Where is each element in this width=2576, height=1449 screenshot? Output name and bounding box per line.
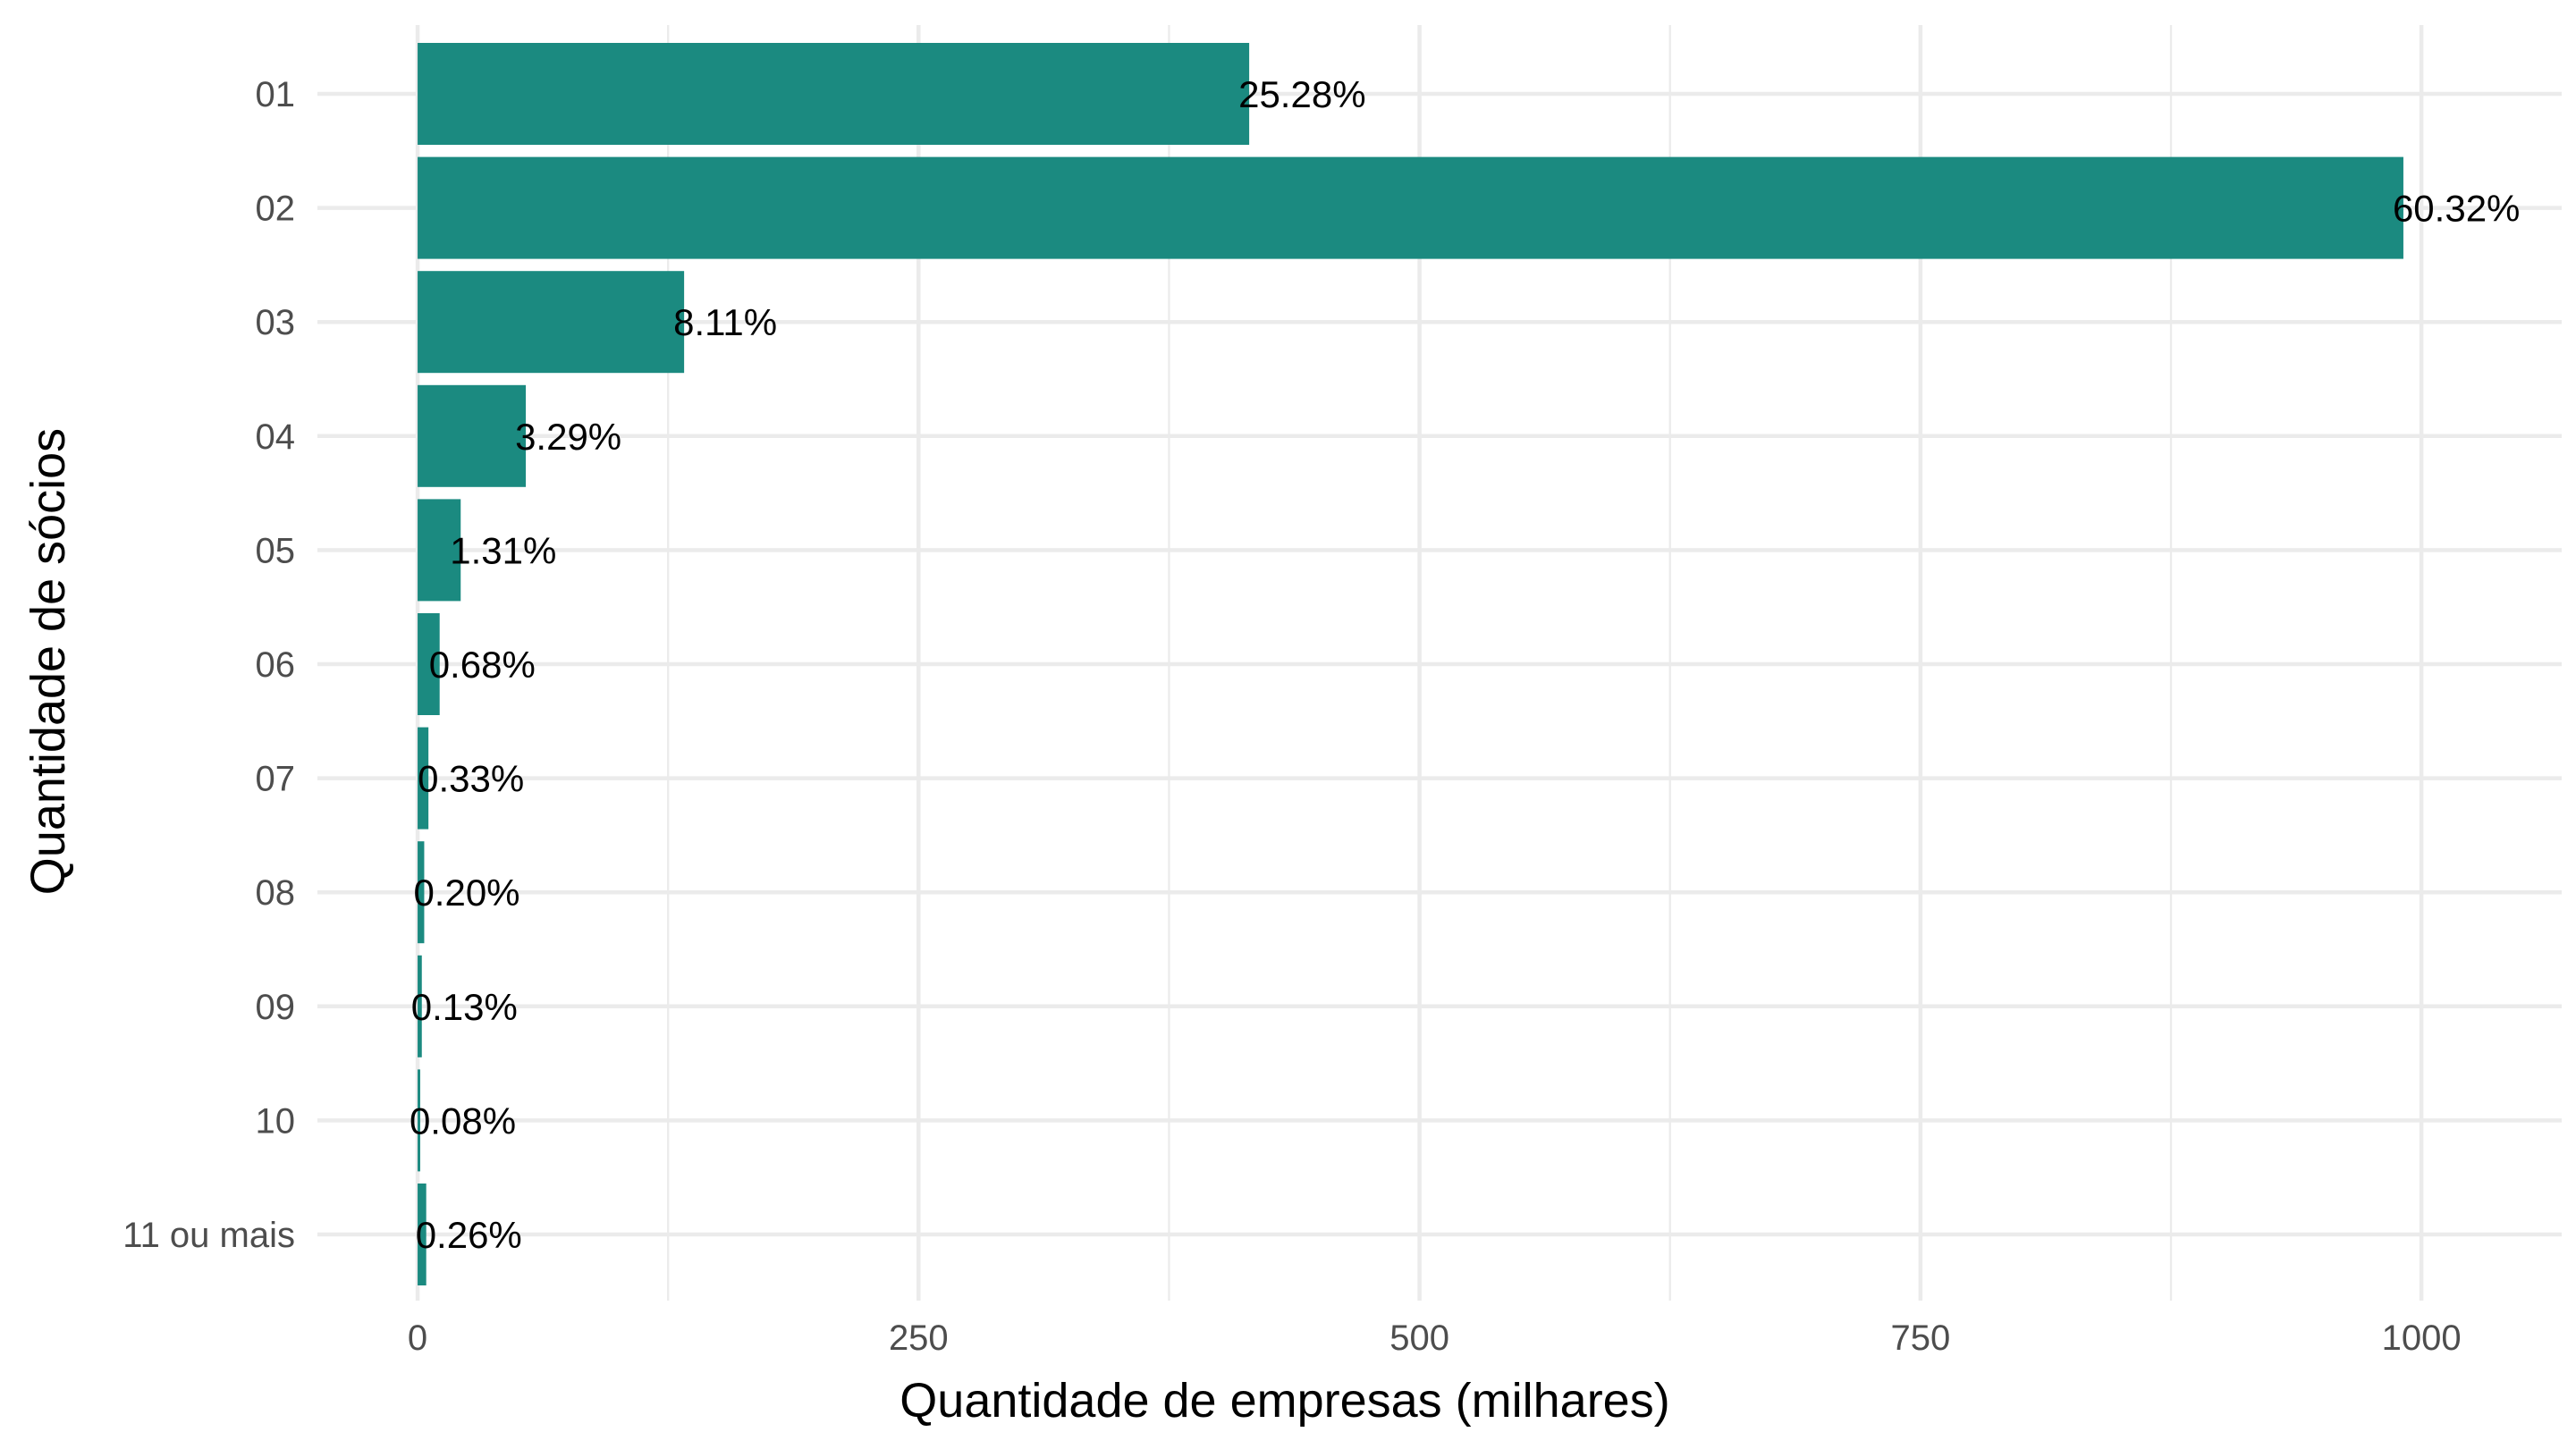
x-tick-label: 500 bbox=[1389, 1318, 1449, 1358]
bar-06 bbox=[418, 613, 440, 715]
bar-05 bbox=[418, 499, 461, 602]
x-tick-label: 0 bbox=[408, 1318, 427, 1358]
data-label: 0.08% bbox=[410, 1099, 516, 1142]
bar-10 bbox=[418, 1069, 420, 1172]
bar-07 bbox=[418, 727, 429, 830]
data-label: 60.32% bbox=[2393, 188, 2520, 230]
bar-09 bbox=[418, 955, 422, 1057]
y-tick-label: 11 ou mais bbox=[122, 1216, 295, 1255]
bar-11-ou-mais bbox=[418, 1184, 427, 1285]
bars bbox=[418, 43, 2403, 1285]
y-axis-title: Quantidade de sócios bbox=[21, 428, 75, 895]
data-label: 0.26% bbox=[416, 1214, 522, 1256]
y-tick-label: 01 bbox=[256, 75, 296, 114]
x-tick-label: 250 bbox=[889, 1318, 949, 1358]
bar-04 bbox=[418, 384, 527, 487]
data-label: 8.11% bbox=[673, 301, 777, 343]
y-tick-label: 05 bbox=[256, 531, 296, 570]
y-tick-label: 10 bbox=[256, 1101, 296, 1141]
y-tick-label: 02 bbox=[256, 190, 296, 229]
bar-08 bbox=[418, 841, 425, 944]
x-tick-label: 750 bbox=[1890, 1318, 1950, 1358]
data-labels: 25.28% 60.32% 8.11% 3.29% 1.31% 0.68% 0.33% 0.2… bbox=[410, 73, 2520, 1256]
x-axis-title: Quantidade de empresas (milhares) bbox=[899, 1374, 1669, 1428]
y-tick-label: 07 bbox=[256, 760, 296, 799]
y-tick-label: 09 bbox=[256, 988, 296, 1027]
y-tick-label: 06 bbox=[256, 645, 296, 685]
x-tick-label: 1000 bbox=[2382, 1318, 2462, 1358]
y-axis-tick-labels: 01 02 03 04 05 06 07 08 09 10 11 ou mais bbox=[122, 75, 295, 1255]
y-tick-label: 08 bbox=[256, 873, 296, 913]
data-label: 25.28% bbox=[1238, 73, 1365, 115]
data-label: 0.68% bbox=[429, 644, 536, 686]
bar-02 bbox=[418, 156, 2403, 259]
data-label: 3.29% bbox=[515, 416, 621, 458]
data-label: 0.13% bbox=[411, 986, 518, 1028]
bar-03 bbox=[418, 271, 685, 374]
data-label: 0.20% bbox=[413, 872, 519, 914]
data-label: 0.33% bbox=[418, 758, 524, 800]
y-tick-label: 03 bbox=[256, 303, 296, 342]
data-label: 1.31% bbox=[450, 529, 556, 571]
x-axis-tick-labels: 0 250 500 750 1000 bbox=[408, 1318, 2462, 1358]
bar-01 bbox=[418, 43, 1250, 145]
y-tick-label: 04 bbox=[256, 417, 296, 457]
